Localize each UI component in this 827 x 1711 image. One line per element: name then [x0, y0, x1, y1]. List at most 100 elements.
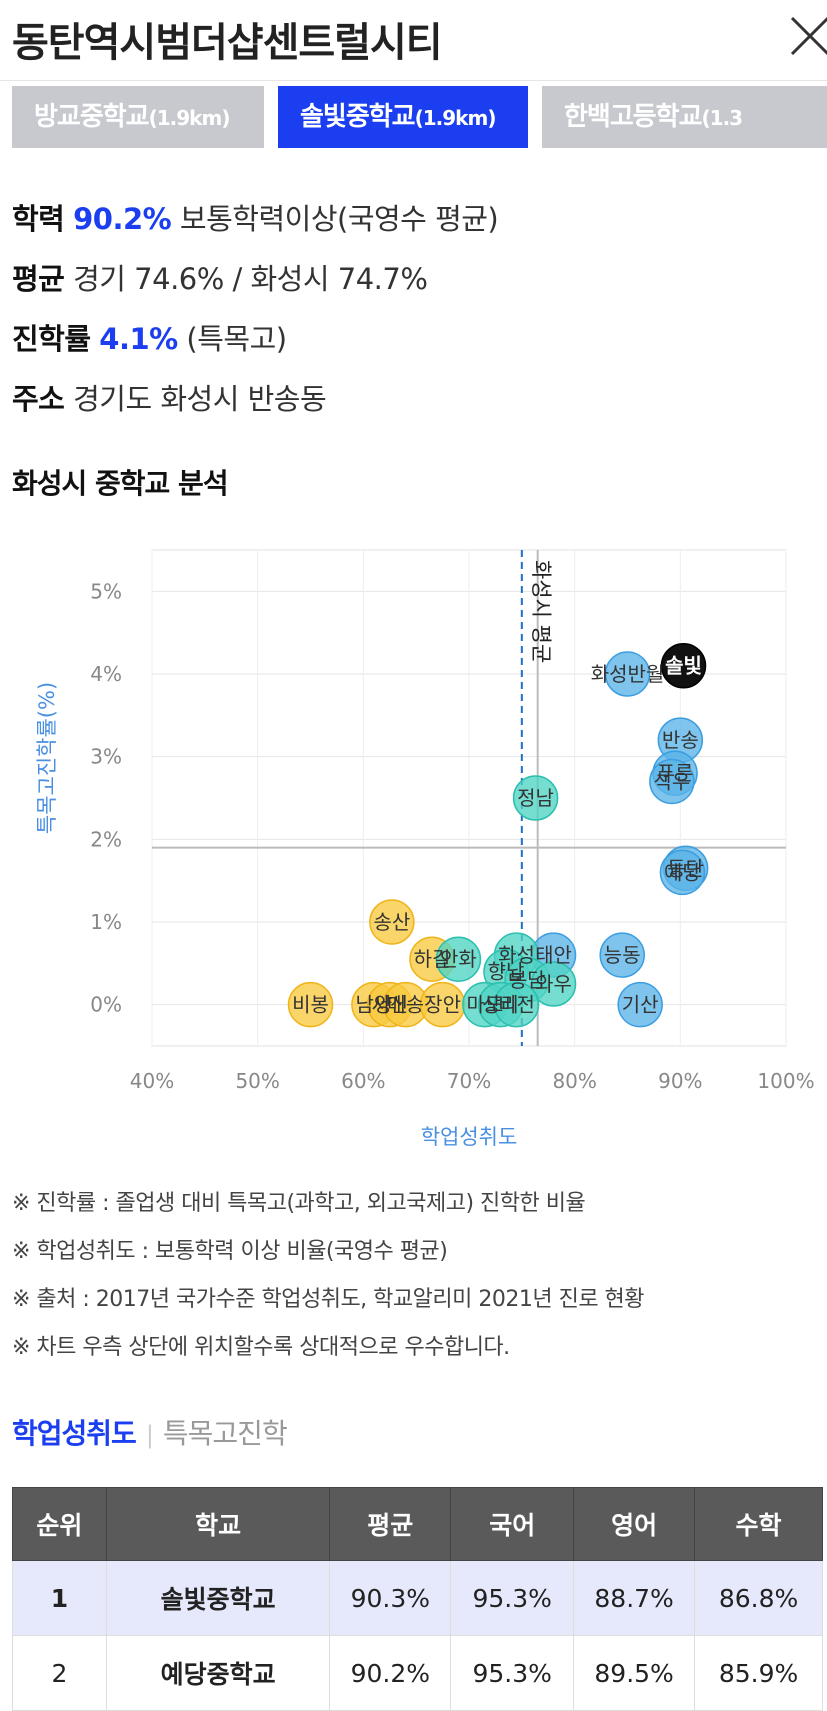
cell-korean: 95.3%: [450, 1635, 575, 1711]
average-value: 경기 74.6% / 화성시 74.7%: [73, 262, 428, 296]
y-axis-label: 특목고진학률(%): [35, 682, 59, 834]
info-label: 주소: [12, 382, 65, 416]
y-tick-label: 1%: [90, 910, 122, 934]
section-title: 화성시 중학교 분석: [12, 467, 229, 500]
y-tick-label: 2%: [90, 827, 122, 851]
data-point: [660, 642, 707, 689]
cell-math: 85.9%: [694, 1635, 823, 1711]
data-point: [493, 981, 540, 1028]
data-point-label: 푸른: [657, 761, 694, 785]
note: ※ 진학률 : 졸업생 대비 특목고(과학고, 외고국제고) 진학한 비율: [12, 1191, 586, 1216]
ranking-tabs: 학업성취도 | 특목고진학: [12, 1412, 288, 1452]
y-tick-label: 3%: [90, 745, 122, 769]
data-point-label: 안화: [440, 947, 477, 971]
data-point: [530, 961, 577, 1007]
tab-school-name: 방교중학교: [34, 102, 150, 132]
data-point: [599, 932, 645, 978]
data-point: [659, 849, 706, 896]
page-title: 동탄역시범더샵센트럴시티: [12, 20, 443, 66]
x-axis-label: 학업성취도: [421, 1125, 518, 1149]
tab-special-school[interactable]: 특목고진학: [162, 1417, 288, 1450]
data-point-label: 동탄: [667, 856, 704, 880]
cell-rank: 2: [12, 1635, 107, 1711]
cell-school: 솔빛중학교: [105, 1560, 331, 1636]
tab-school-3[interactable]: 한백고등학교(1.3: [542, 86, 827, 148]
cell-english: 88.7%: [573, 1560, 696, 1636]
achievement-value: 90.2%: [73, 202, 172, 236]
data-point-label: 봉담: [509, 968, 546, 992]
data-point-label: 예당: [664, 860, 701, 884]
advance-value: 4.1%: [99, 322, 178, 356]
cell-math: 86.8%: [694, 1560, 823, 1636]
cell-school: 예당중학교: [105, 1635, 331, 1711]
tab-separator: |: [145, 1421, 154, 1449]
advance-desc: (특목고): [186, 322, 287, 356]
data-point-label: 비전: [498, 993, 535, 1017]
cell-english: 89.5%: [573, 1635, 696, 1711]
tab-school-name: 솔빛중학교: [300, 102, 416, 132]
data-point: [369, 899, 415, 945]
data-point-label: 화성반월: [591, 662, 665, 686]
cell-average: 90.2%: [329, 1635, 452, 1711]
data-point-label: 반송: [662, 728, 699, 752]
notes: ※ 진학률 : 졸업생 대비 특목고(과학고, 외고국제고) 진학한 비율 ※ …: [12, 1190, 812, 1382]
data-point: [435, 936, 482, 982]
data-point: [649, 758, 695, 805]
school-tabs: 방교중학교(1.9km) 솔빛중학교(1.9km) 한백고등학교(1.3: [12, 86, 827, 148]
info-advance: 진학률 4.1% (특목고): [12, 316, 287, 358]
x-tick-label: 60%: [341, 1069, 385, 1093]
data-point-label: 정남: [517, 786, 554, 810]
col-math: 수학: [694, 1487, 823, 1561]
info-label: 평균: [12, 262, 65, 296]
note: ※ 학업성취도 : 보통학력 이상 비율(국영수 평균): [12, 1239, 448, 1264]
x-tick-label: 50%: [235, 1069, 279, 1093]
cell-rank: 1: [12, 1560, 107, 1636]
data-point-label: 석우: [653, 769, 690, 793]
data-point-label: 기산: [622, 993, 659, 1017]
tab-school-1[interactable]: 방교중학교(1.9km): [12, 86, 264, 148]
x-tick-label: 80%: [552, 1069, 596, 1093]
x-tick-label: 100%: [757, 1069, 814, 1093]
close-icon[interactable]: [790, 8, 827, 56]
col-korean: 국어: [450, 1487, 575, 1561]
cell-average: 90.3%: [329, 1560, 452, 1636]
tab-school-distance: (1.9km): [414, 106, 497, 130]
tab-school-distance: (1.9km): [148, 106, 231, 130]
data-point-label: 서신: [371, 993, 408, 1017]
header: 동탄역시범더샵센트럴시티: [0, 0, 827, 81]
table-row[interactable]: 1 솔빛중학교 90.3% 95.3% 88.7% 86.8%: [12, 1560, 823, 1636]
data-point-label: 마도: [466, 993, 503, 1017]
info-average: 평균 경기 74.6% / 화성시 74.7%: [12, 256, 428, 298]
data-point-label: 와우: [535, 972, 572, 996]
y-tick-label: 0%: [90, 993, 122, 1017]
x-tick-label: 40%: [130, 1069, 174, 1093]
col-rank: 순위: [12, 1487, 107, 1561]
achievement-desc: 보통학력이상(국영수 평균): [179, 202, 499, 236]
note: ※ 차트 우측 상단에 위치할수록 상대적으로 우수합니다.: [12, 1335, 510, 1360]
data-point-label: 능동: [604, 943, 641, 967]
tab-school-2[interactable]: 솔빛중학교(1.9km): [278, 86, 528, 148]
data-point-label: 비봉: [292, 993, 329, 1017]
address-value: 경기도 화성시 반송동: [73, 382, 327, 416]
data-point-label: 상리: [482, 993, 519, 1017]
data-point: [512, 775, 559, 821]
data-point: [604, 651, 651, 697]
col-english: 영어: [573, 1487, 696, 1561]
data-point-label: 태안: [535, 943, 572, 967]
data-point-label: 송산: [373, 910, 410, 934]
info-achievement: 학력 90.2% 보통학력이상(국영수 평균): [12, 196, 499, 238]
data-point: [617, 981, 663, 1028]
data-point-label: 하길: [414, 947, 451, 971]
data-point-label: 솔빛: [665, 654, 702, 678]
info-label: 학력: [12, 202, 65, 236]
avg-line-label: 화성시 평균: [529, 560, 553, 663]
data-point-label: 향남: [488, 960, 525, 984]
info-address: 주소 경기도 화성시 반송동: [12, 376, 327, 418]
col-school: 학교: [105, 1487, 331, 1561]
table-row[interactable]: 2 예당중학교 90.2% 95.3% 89.5% 85.9%: [12, 1635, 823, 1711]
data-point-label: 남양: [355, 993, 392, 1017]
info-label: 진학률: [12, 322, 91, 356]
tab-achievement[interactable]: 학업성취도: [12, 1417, 137, 1450]
data-point: [287, 981, 334, 1028]
x-tick-label: 70%: [447, 1069, 491, 1093]
